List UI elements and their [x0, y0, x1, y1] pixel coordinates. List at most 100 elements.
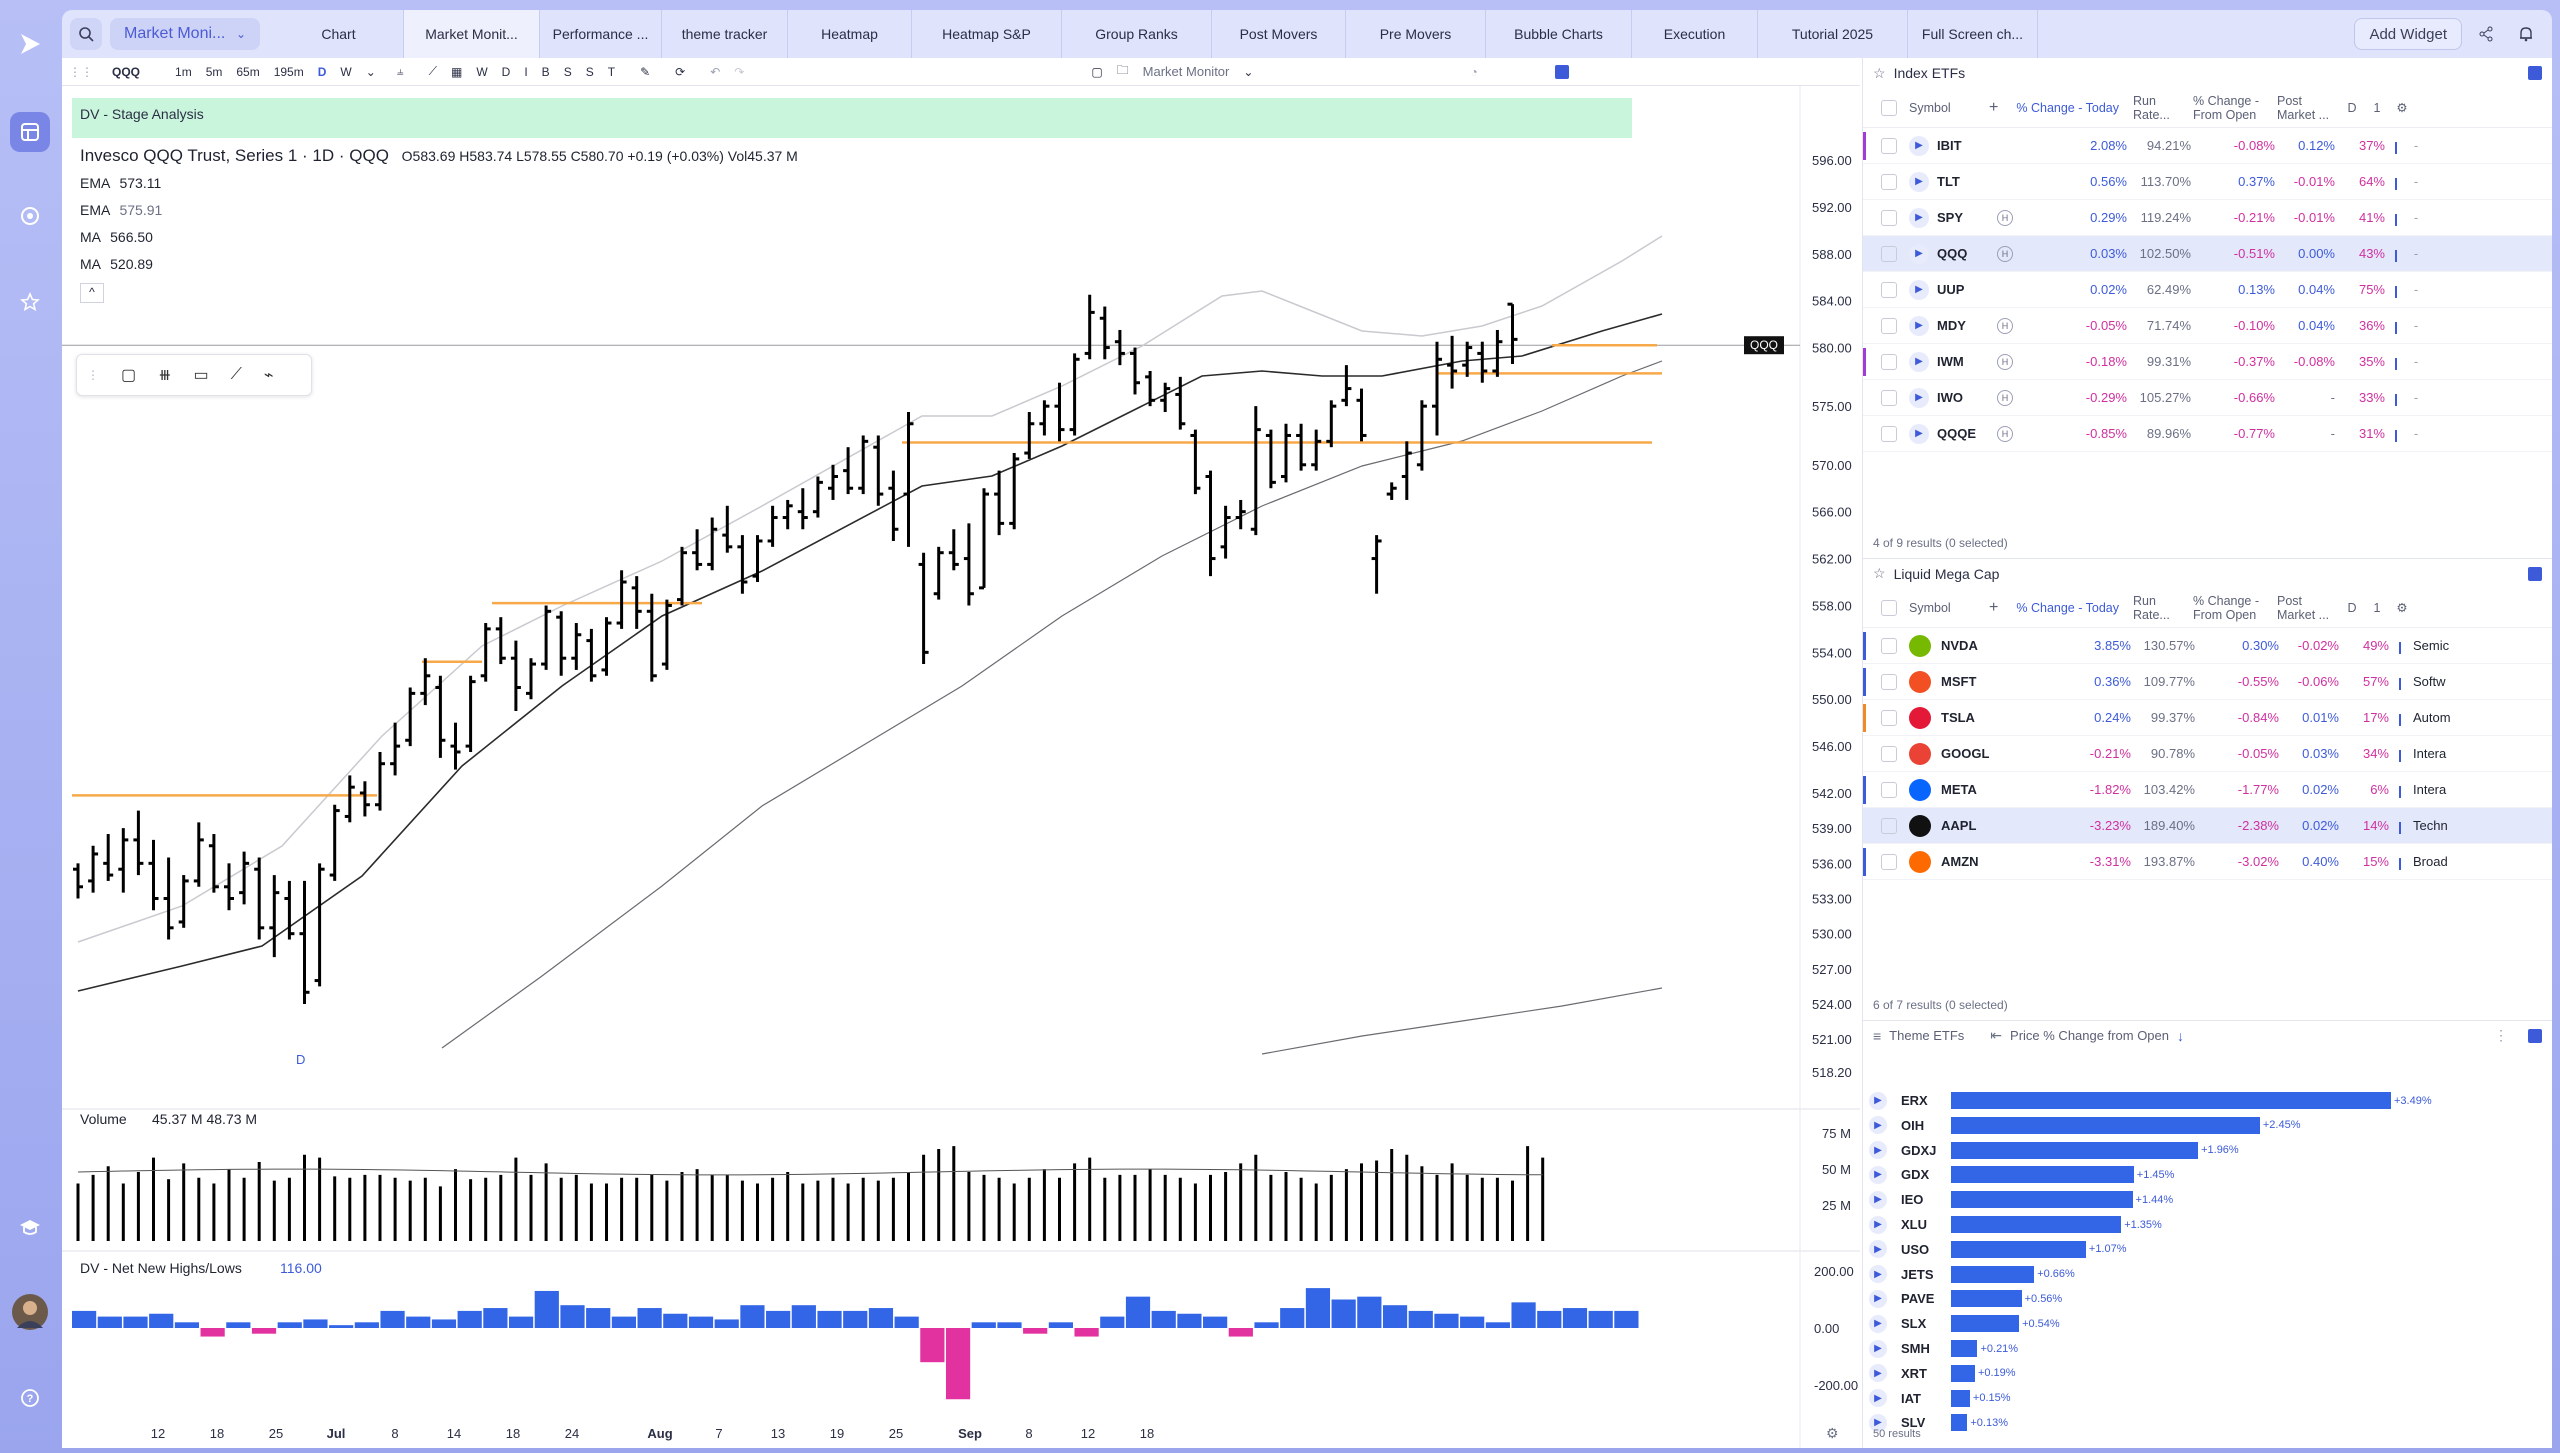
education-icon[interactable] — [10, 1208, 50, 1248]
play-icon[interactable]: ▶ — [1869, 1240, 1887, 1259]
tab-bubble-charts[interactable]: Bubble Charts — [1486, 10, 1632, 58]
table-row[interactable]: ▶ QQQE H -0.85% 89.96% -0.77% - 31% - — [1863, 416, 2552, 452]
table-row[interactable]: ▶ IWO H -0.29% 105.27% -0.66% - 33% - — [1863, 380, 2552, 416]
row-checkbox[interactable] — [1881, 389, 1897, 406]
rectangle-tool-icon[interactable]: ▢ — [121, 367, 137, 384]
table-row[interactable]: META H -1.82% 103.42% -1.77% 0.02% 6% In… — [1863, 772, 2552, 808]
fib-tool-icon[interactable]: ⧻ — [158, 367, 172, 384]
symbol-cell[interactable]: IWO — [1937, 390, 1963, 405]
sort-label[interactable]: Price % Change from Open — [2010, 1028, 2169, 1043]
star-icon[interactable]: ☆ — [1873, 565, 1886, 581]
radar-icon[interactable] — [10, 196, 50, 236]
table-row[interactable]: AMZN H -3.31% 193.87% -3.02% 0.40% 15% B… — [1863, 844, 2552, 880]
row-checkbox[interactable] — [1881, 245, 1897, 262]
row-checkbox[interactable] — [1881, 745, 1897, 762]
col-post-market[interactable]: Post Market ... — [2277, 93, 2330, 122]
more-icon[interactable]: ⋮ — [2494, 1027, 2508, 1043]
avatar[interactable] — [10, 1292, 50, 1332]
gear-icon[interactable]: ⚙ — [2396, 100, 2408, 115]
panel-toggle[interactable] — [2528, 566, 2542, 581]
symbol-cell[interactable]: QQQE — [1937, 426, 1977, 441]
play-icon[interactable]: ▶ — [1909, 351, 1929, 372]
theme-etf-symbol[interactable]: SLX — [1901, 1316, 1927, 1332]
table-row[interactable]: ▶ QQQ H 0.03% 102.50% -0.51% 0.00% 43% - — [1863, 236, 2552, 272]
search-button[interactable] — [70, 18, 102, 50]
theme-etf-symbol[interactable]: GDXJ — [1901, 1142, 1937, 1158]
chart-area[interactable]: 596.00 592.00 588.00 584.00 580.00 575.00 570.… — [62, 86, 1860, 1448]
row-checkbox[interactable] — [1881, 853, 1897, 870]
col-symbol[interactable]: Symbol — [1909, 100, 1951, 115]
row-checkbox[interactable] — [1881, 425, 1897, 442]
symbol-cell[interactable]: TLT — [1937, 174, 1960, 189]
theme-etf-symbol[interactable]: XRT — [1901, 1365, 1927, 1381]
symbol-cell[interactable]: IBIT — [1937, 138, 1962, 153]
table-row[interactable]: ▶ TLT H 0.56% 113.70% 0.37% -0.01% 64% - — [1863, 164, 2552, 200]
theme-etf-row[interactable]: ▶ SLV +0.13% — [1863, 1410, 2008, 1435]
select-all-checkbox[interactable] — [1881, 99, 1897, 116]
table-row[interactable]: ▶ UUP H 0.02% 62.49% 0.13% 0.04% 75% - — [1863, 272, 2552, 308]
share-icon[interactable] — [2470, 18, 2502, 50]
star-icon[interactable] — [10, 282, 50, 322]
play-icon[interactable]: ▶ — [1869, 1215, 1887, 1234]
theme-etf-symbol[interactable]: ERX — [1901, 1093, 1928, 1108]
theme-etf-row[interactable]: ▶ XLU +1.35% — [1863, 1212, 2162, 1237]
tab-post-movers[interactable]: Post Movers — [1212, 10, 1346, 58]
row-checkbox[interactable] — [1881, 781, 1897, 798]
history-icon[interactable]: H — [1997, 389, 2013, 406]
theme-etf-row[interactable]: ▶ SLX +0.54% — [1863, 1311, 2060, 1336]
col-change-open[interactable]: % Change - From Open — [2193, 593, 2260, 622]
panel-toggle[interactable] — [1554, 64, 1569, 79]
symbol-cell[interactable]: UUP — [1937, 282, 1965, 297]
tab-theme-tracker[interactable]: theme tracker — [662, 10, 788, 58]
theme-etf-row[interactable]: ▶ IAT +0.15% — [1863, 1386, 2011, 1411]
add-column-icon[interactable]: + — [1989, 598, 1999, 616]
history-icon[interactable]: H — [1997, 425, 2013, 442]
layout-grid-icon[interactable]: ▦ — [450, 64, 463, 79]
interval-195m[interactable]: 195m — [273, 64, 304, 79]
play-icon[interactable]: ▶ — [1909, 171, 1929, 192]
table-row[interactable]: ▶ SPY H 0.29% 119.24% -0.21% -0.01% 41% … — [1863, 200, 2552, 236]
row-checkbox[interactable] — [1881, 637, 1897, 654]
theme-etf-row[interactable]: ▶ SMH +0.21% — [1863, 1336, 2018, 1361]
symbol-cell[interactable]: MSFT — [1941, 674, 1977, 689]
play-icon[interactable]: ▶ — [1869, 1289, 1887, 1308]
workspace-select[interactable]: Market Moni... ⌄ — [110, 18, 260, 50]
row-checkbox[interactable] — [1881, 209, 1897, 226]
redo-icon[interactable]: ↷ — [734, 64, 745, 79]
row-checkbox[interactable] — [1881, 317, 1897, 334]
table-row[interactable]: MSFT H 0.36% 109.77% -0.55% -0.06% 57% S… — [1863, 664, 2552, 700]
col-symbol[interactable]: Symbol — [1909, 600, 1951, 615]
logo-icon[interactable] — [10, 24, 50, 64]
layout-icon[interactable]: ▢ — [1091, 64, 1103, 79]
theme-etf-row[interactable]: ▶ XRT +0.19% — [1863, 1361, 2016, 1386]
range-t[interactable]: T — [607, 64, 616, 79]
collapse-legend-button[interactable]: ^ — [80, 282, 104, 303]
history-icon[interactable]: H — [1997, 209, 2013, 226]
col-run-rate[interactable]: Run Rate... — [2133, 93, 2170, 122]
interval-5m[interactable]: 5m — [205, 64, 223, 79]
chevron-down-icon[interactable]: ⌄ — [1243, 64, 1254, 79]
symbol-cell[interactable]: GOOGL — [1941, 746, 1990, 761]
symbol-cell[interactable]: QQQ — [1937, 246, 1968, 261]
sort-arrow-icon[interactable]: ↓ — [2177, 1027, 2184, 1044]
theme-etf-row[interactable]: ▶ GDX +1.45% — [1863, 1162, 2174, 1187]
chart-canvas[interactable]: 596.00 592.00 588.00 584.00 580.00 575.00 570.… — [62, 86, 1860, 1448]
theme-etf-row[interactable]: ▶ JETS +0.66% — [1863, 1262, 2075, 1287]
row-checkbox[interactable] — [1881, 137, 1897, 154]
col-change-open[interactable]: % Change - From Open — [2193, 93, 2260, 122]
col-1[interactable]: 1 — [2373, 100, 2381, 115]
col-post-market[interactable]: Post Market ... — [2277, 593, 2330, 622]
add-column-icon[interactable]: + — [1989, 98, 1999, 116]
theme-etf-symbol[interactable]: IEO — [1901, 1192, 1924, 1208]
theme-etf-row[interactable]: ▶ OIH +2.45% — [1863, 1113, 2301, 1138]
range-i[interactable]: I — [524, 64, 528, 79]
add-widget-button[interactable]: Add Widget — [2354, 18, 2462, 50]
play-icon[interactable]: ▶ — [1869, 1265, 1887, 1284]
table-row[interactable]: ▶ IWM H -0.18% 99.31% -0.37% -0.08% 35% … — [1863, 344, 2552, 380]
table-row[interactable]: TSLA H 0.24% 99.37% -0.84% 0.01% 17% Aut… — [1863, 700, 2552, 736]
play-icon[interactable]: ▶ — [1909, 243, 1929, 264]
play-icon[interactable]: ▶ — [1869, 1165, 1887, 1184]
play-icon[interactable]: ▶ — [1869, 1339, 1887, 1358]
trendline-tool-icon[interactable]: ⟋ — [230, 366, 242, 383]
table-row[interactable]: ▶ MDY H -0.05% 71.74% -0.10% 0.04% 36% - — [1863, 308, 2552, 344]
